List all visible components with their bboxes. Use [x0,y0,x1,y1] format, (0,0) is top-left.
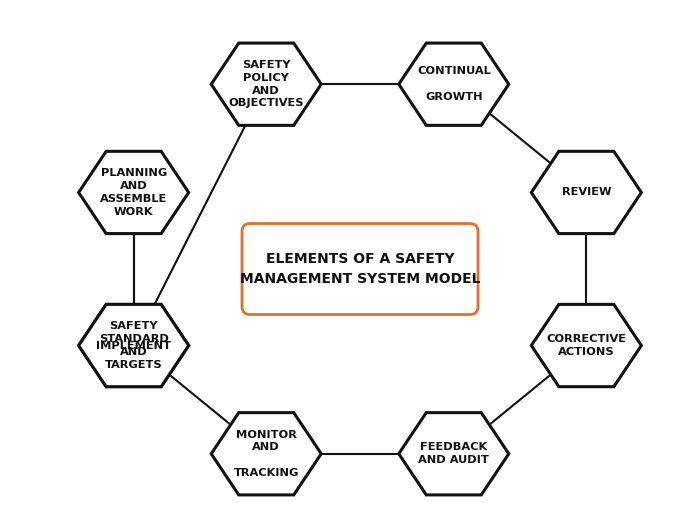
Text: CONTINUAL

GROWTH: CONTINUAL GROWTH [417,67,490,102]
Polygon shape [211,412,321,495]
Text: MONITOR
AND

TRACKING: MONITOR AND TRACKING [234,430,299,478]
Polygon shape [532,151,641,234]
Text: REVIEW: REVIEW [562,188,611,198]
Text: SAFETY
STANDARD
AND
TARGETS: SAFETY STANDARD AND TARGETS [99,321,169,370]
FancyBboxPatch shape [242,224,478,314]
Polygon shape [399,43,509,125]
Text: PLANNING
AND
ASSEMBLE
WORK: PLANNING AND ASSEMBLE WORK [100,168,167,216]
Polygon shape [211,43,321,125]
Text: SAFETY
POLICY
AND
OBJECTIVES: SAFETY POLICY AND OBJECTIVES [229,60,304,108]
Polygon shape [399,412,509,495]
Polygon shape [79,151,188,234]
Text: CORRECTIVE
ACTIONS: CORRECTIVE ACTIONS [547,334,626,357]
Text: ELEMENTS OF A SAFETY
MANAGEMENT SYSTEM MODEL: ELEMENTS OF A SAFETY MANAGEMENT SYSTEM M… [240,252,480,286]
Polygon shape [79,304,188,387]
Text: FEEDBACK
AND AUDIT: FEEDBACK AND AUDIT [419,442,489,465]
Polygon shape [532,304,641,387]
Polygon shape [79,304,188,387]
Text: IMPLEMENT: IMPLEMENT [96,341,171,351]
